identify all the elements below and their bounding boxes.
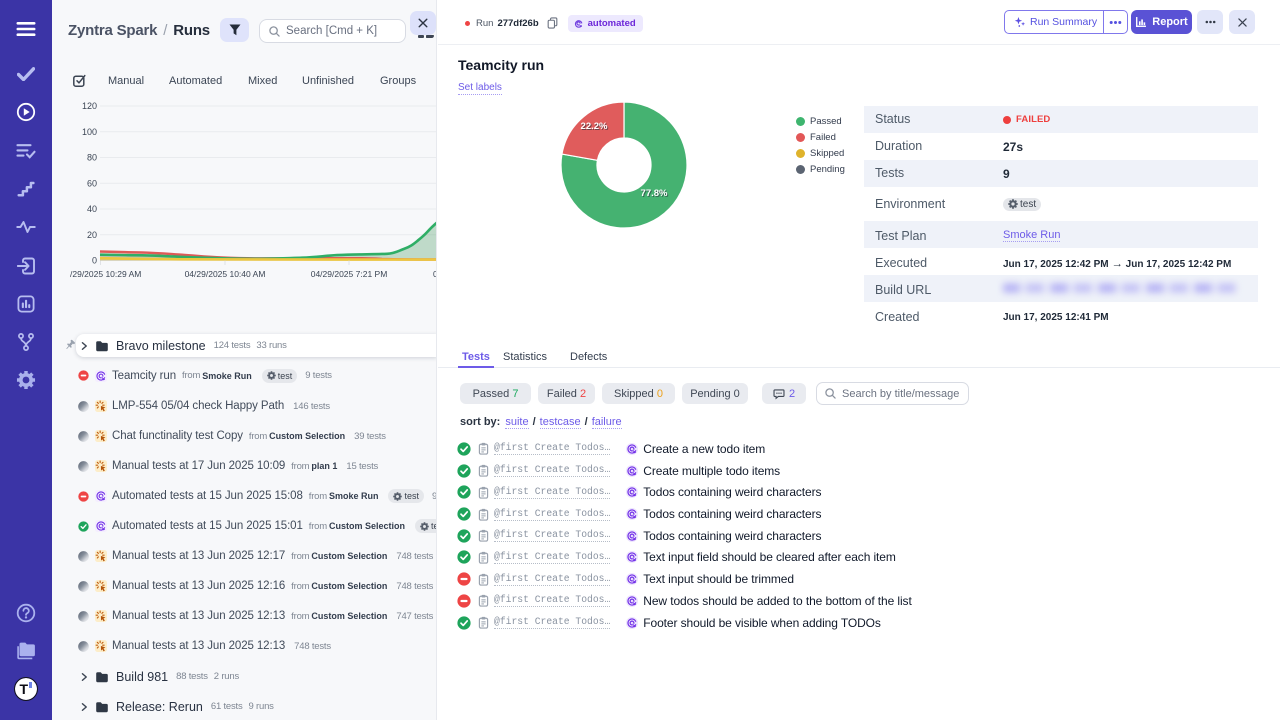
- svg-text:0: 0: [92, 256, 97, 266]
- svg-text:100: 100: [82, 127, 97, 137]
- svg-text:22.2%: 22.2%: [581, 121, 608, 132]
- svg-text:40: 40: [87, 204, 97, 214]
- svg-text:77.8%: 77.8%: [641, 188, 668, 199]
- svg-text:60: 60: [87, 178, 97, 188]
- svg-text:120: 120: [82, 101, 97, 111]
- svg-text:/29/2025 10:29 AM: /29/2025 10:29 AM: [70, 269, 141, 279]
- svg-text:04/29/2025 7:21 PM: 04/29/2025 7:21 PM: [311, 269, 388, 279]
- svg-text:04/29/2025: 04/29/2025: [433, 269, 437, 279]
- svg-text:22.2%: 22.2%: [582, 122, 609, 133]
- svg-text:20: 20: [87, 230, 97, 240]
- svg-text:04/29/2025 10:40 AM: 04/29/2025 10:40 AM: [185, 269, 266, 279]
- svg-text:80: 80: [87, 153, 97, 163]
- svg-text:77.8%: 77.8%: [642, 189, 669, 200]
